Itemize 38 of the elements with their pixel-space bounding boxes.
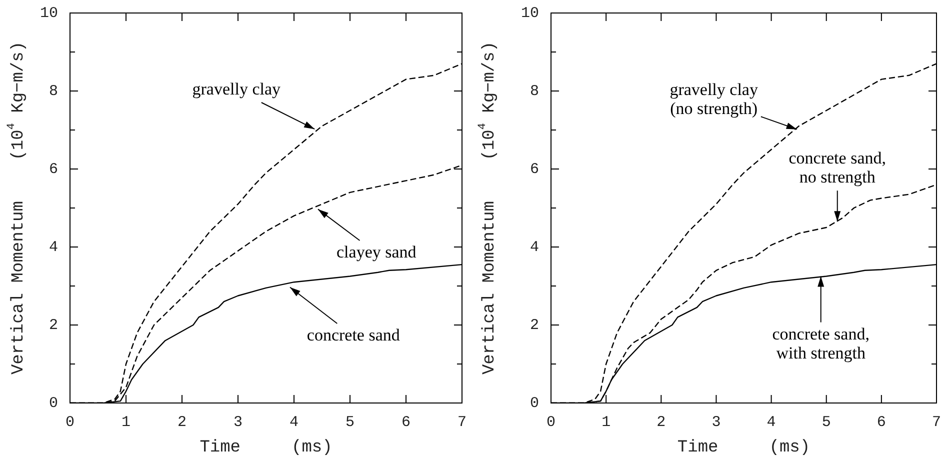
x-tick-label: 5 bbox=[345, 414, 355, 431]
x-tick-label: 7 bbox=[457, 414, 467, 431]
x-tick-label: 3 bbox=[233, 414, 243, 431]
x-tick-label: 0 bbox=[65, 414, 75, 431]
x-tick-label: 4 bbox=[766, 414, 776, 431]
y-tick-label: 6 bbox=[530, 160, 539, 178]
y-axis-title: Vertical Momentum (104 Kg−m/s) bbox=[477, 41, 500, 375]
x-tick-label: 7 bbox=[932, 414, 942, 431]
y-tick-label: 0 bbox=[530, 394, 539, 412]
x-tick-label: 2 bbox=[177, 414, 187, 431]
x-tick-label: 6 bbox=[876, 414, 886, 431]
annotation: gravelly clay bbox=[192, 79, 282, 98]
y-axis-title: Vertical Momentum (104 Kg−m/s) bbox=[6, 41, 28, 375]
y-tick-label: 4 bbox=[48, 238, 58, 256]
x-tick-label: 2 bbox=[656, 414, 666, 431]
y-tick-label: 10 bbox=[520, 4, 539, 22]
annotation: gravelly clay (no strength) bbox=[670, 80, 758, 118]
y-tick-label: 2 bbox=[48, 316, 58, 334]
x-tick-label: 5 bbox=[822, 414, 831, 431]
y-tick-label: 0 bbox=[48, 394, 58, 412]
y-tick-label: 8 bbox=[48, 82, 58, 100]
annotation: clayey sand bbox=[336, 242, 417, 262]
y-tick-label: 2 bbox=[530, 316, 539, 334]
x-tick-label: 1 bbox=[602, 414, 611, 431]
y-tick-label: 10 bbox=[40, 4, 58, 22]
x-tick-label: 3 bbox=[712, 414, 721, 431]
annotation: concrete sand bbox=[306, 325, 400, 344]
x-tick-label: 0 bbox=[546, 414, 556, 431]
y-tick-label: 6 bbox=[48, 160, 58, 178]
annotation: concrete sand, with strength bbox=[772, 324, 870, 362]
x-tick-label: 6 bbox=[401, 414, 411, 431]
annotation: concrete sand, no strength bbox=[788, 148, 886, 187]
x-tick-label: 4 bbox=[289, 414, 299, 431]
x-axis-title: Time (ms) bbox=[200, 438, 332, 457]
y-tick-label: 8 bbox=[530, 82, 539, 100]
x-axis-title: Time (ms) bbox=[677, 438, 810, 457]
x-tick-label: 1 bbox=[121, 414, 131, 431]
y-tick-label: 4 bbox=[530, 238, 539, 256]
